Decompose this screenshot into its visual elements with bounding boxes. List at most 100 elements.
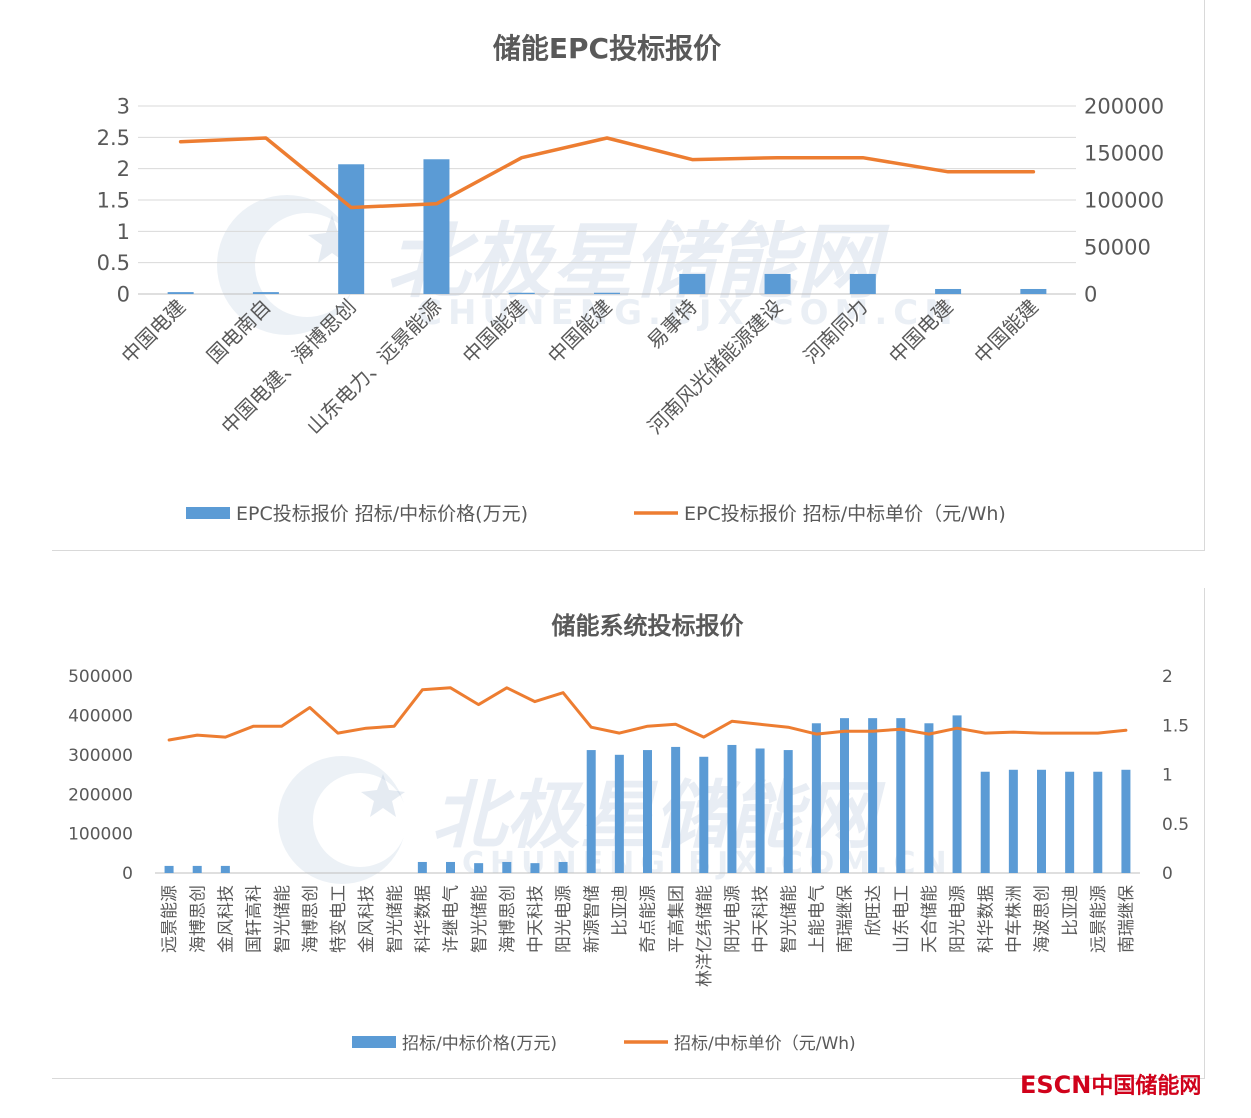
bar <box>840 718 849 873</box>
bar <box>164 865 174 873</box>
category-label: 远景能源 <box>160 885 180 953</box>
system-chart: 储能系统投标报价 0 100000 200000 300000 400000 500000 0… <box>68 612 1189 1054</box>
bar <box>338 164 365 294</box>
category-label: 许继电气 <box>442 885 462 953</box>
bar <box>868 718 878 873</box>
category-label: 阳光电源 <box>723 885 743 953</box>
bar <box>530 863 540 873</box>
category-label: 国电南自 <box>202 295 276 369</box>
bar <box>1065 771 1075 873</box>
bar <box>586 750 596 873</box>
legend-label: 招标/中标单价（元/Wh) <box>674 1034 856 1054</box>
bar <box>423 159 450 294</box>
category-label: 特变电工 <box>329 885 349 953</box>
bar <box>896 718 906 873</box>
category-label: 智光储能 <box>273 885 293 953</box>
legend-label: EPC投标报价 招标/中标单价（元/Wh) <box>684 503 1006 525</box>
right-axis-tick-label: 50000 <box>1084 236 1151 260</box>
legend-bar-swatch <box>186 507 230 519</box>
category-label: 上能电气 <box>807 885 827 953</box>
bar <box>252 292 279 294</box>
left-axis-tick-label: 500000 <box>68 667 133 687</box>
category-label: 金风科技 <box>216 885 236 953</box>
bar <box>220 865 230 873</box>
bar <box>474 863 484 873</box>
category-label: 比亚迪 <box>610 885 630 936</box>
bar <box>679 273 706 294</box>
category-label: 智光储能 <box>779 885 799 953</box>
category-label: 林洋亿纬储能 <box>695 885 715 987</box>
bar <box>192 865 202 873</box>
left-axis-tick-label: 3 <box>117 95 130 119</box>
brand-logo: ESCN中国储能网 <box>1020 1068 1201 1100</box>
series-line <box>178 136 1036 210</box>
category-label: 河南同力 <box>799 295 873 369</box>
category-label: 奇点能源 <box>639 885 659 953</box>
right-axis-tick-label: 200000 <box>1084 95 1164 119</box>
left-axis-tick-label: 200000 <box>68 785 133 805</box>
bar <box>643 750 652 873</box>
left-axis-tick-label: 300000 <box>68 746 133 766</box>
system-chart-panel: 北极星储能网 CHUNENG.BJX.COM.CN 储能系统投标报价010000… <box>52 588 1205 1079</box>
brand-cn: 中国储能网 <box>1091 1074 1202 1099</box>
category-label: 中天科技 <box>526 885 546 953</box>
left-axis-tick-label: 0 <box>122 864 133 884</box>
right-axis-tick-label: 150000 <box>1084 142 1164 166</box>
category-label: 平高集团 <box>667 885 687 953</box>
bar <box>1093 771 1103 873</box>
category-label: 欣旺达 <box>864 885 884 936</box>
epc-chart-panel: 北极星储能网 CHUNENG.BJX.COM.CN 储能EPC投标报价 0 0.5 1… <box>52 0 1205 551</box>
left-axis-tick-label: 0.5 <box>97 251 130 275</box>
bar <box>924 723 934 873</box>
bar <box>614 754 624 873</box>
bar <box>699 756 709 873</box>
category-label: 中天科技 <box>751 885 771 953</box>
right-axis-tick-label: 0 <box>1084 283 1097 307</box>
right-axis-tick-label: 0 <box>1162 864 1173 884</box>
category-label: 易事特 <box>642 295 701 354</box>
category-label: 海博思创 <box>188 885 208 953</box>
chart-title: 储能EPC投标报价 <box>493 32 722 65</box>
category-label: 中国能建 <box>969 295 1043 369</box>
bar <box>849 273 876 294</box>
category-label: 阳光电源 <box>554 885 574 953</box>
category-label: 科华数据 <box>413 885 433 953</box>
legend-bar-swatch <box>352 1036 396 1048</box>
category-label: 智光储能 <box>385 885 405 953</box>
category-label: 国轩高科 <box>245 885 265 953</box>
bar <box>167 292 194 294</box>
legend-label: 招标/中标价格(万元) <box>402 1034 557 1054</box>
category-label: 天合储能 <box>920 885 940 953</box>
category-label: 智光储能 <box>470 885 490 953</box>
left-axis-tick-label: 1.5 <box>97 189 130 213</box>
bar <box>446 861 455 873</box>
bar <box>727 744 737 873</box>
category-label: 新源智储 <box>582 885 602 953</box>
right-axis-tick-label: 2 <box>1162 667 1173 687</box>
bar <box>1008 769 1018 873</box>
category-label: 科华数据 <box>976 885 996 953</box>
bar <box>783 750 793 873</box>
bar <box>502 861 512 873</box>
category-label: 海波思创 <box>1033 885 1053 953</box>
right-axis-tick-label: 1 <box>1162 766 1173 786</box>
category-label: 中国能建 <box>458 295 532 369</box>
bar <box>755 748 765 873</box>
epc-chart: 储能EPC投标报价 0 0.5 1 1.5 2 2.5 3 0 50000 100000 150000… <box>97 32 1165 525</box>
bar <box>811 723 821 873</box>
category-label: 阳光电源 <box>948 885 968 953</box>
bar <box>1121 769 1131 873</box>
right-axis-tick-label: 1.5 <box>1162 716 1189 736</box>
category-label: 中车株洲 <box>1004 885 1024 953</box>
left-axis-tick-label: 400000 <box>68 707 133 727</box>
legend-label: EPC投标报价 招标/中标价格(万元) <box>236 503 528 525</box>
category-label: 中国电建 <box>884 295 958 369</box>
category-label: 海博思创 <box>301 885 321 953</box>
category-label: 远景能源 <box>1089 885 1109 953</box>
category-label: 南瑞继保 <box>836 885 856 953</box>
bar <box>1037 769 1046 873</box>
brand-latin: ESCN <box>1020 1071 1092 1099</box>
left-axis-tick-label: 1 <box>117 220 130 244</box>
bar <box>980 771 990 873</box>
bar <box>508 292 535 294</box>
